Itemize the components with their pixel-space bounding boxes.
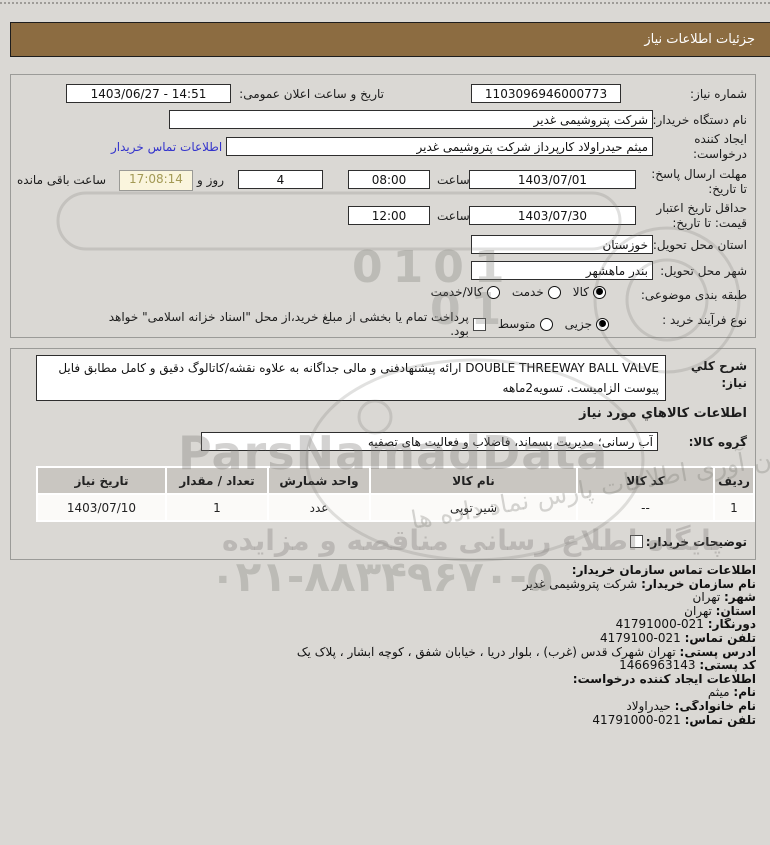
treasury-note: پرداخت تمام یا بخشی از مبلغ خرید،از محل … [108,310,469,338]
medium-radio-label: متوسط [497,317,536,331]
address-line: آدرس پستی: تهران شهرک قدس (غرب) ، بلوار … [296,645,756,659]
treasury-checkbox[interactable] [472,317,486,331]
process-options: جزیی متوسط پرداخت تمام یا بخشی از مبلغ خ… [89,310,609,338]
need-desc-label-line1: شرح کلي [690,359,747,373]
need-desc-label-line2: نیاز: [721,376,747,390]
postal-code-line: کد پستی: 1466963143 [619,659,756,673]
category-options: کالا خدمت کالا/خدمت [431,285,606,299]
service-radio-label: خدمت [511,285,544,299]
cell-quantity: 1 [167,495,267,520]
need-description-box[interactable]: DOUBLE THREEWAY BALL VALVE ارائه پیشنهاد… [36,355,666,401]
phone-line: تلفن تماس: 4179100-021 [600,631,756,645]
deadline-hour-word: ساعت [437,173,470,187]
deadline-label-line1: مهلت ارسال پاسخ: [651,167,747,181]
buyer-org-input[interactable] [169,110,653,129]
deadline-time-input[interactable] [348,170,430,189]
buyer-note-label: توضیحات خریدار: [645,535,747,549]
goods-section-heading: اطلاعات کالاهاي مورد نیاز [579,406,747,421]
top-dotted-divider [0,2,770,4]
need-summary-panel: شماره نیاز: تاریخ و ساعت اعلان عمومی: نا… [10,74,756,338]
creator-phone-line: تلفن تماس: 41791000-021 [592,713,756,727]
col-quantity: تعداد / مقدار [167,468,267,493]
deadline-date-input[interactable] [469,170,636,189]
validity-time-input[interactable] [348,206,430,225]
col-item-code: کد کالا [578,468,713,493]
col-need-date: تاریخ نیاز [38,468,165,493]
goods-radio-label: کالا [572,285,589,299]
category-option-goods: کالا [573,285,606,299]
goods-info-panel: شرح کلي نیاز: DOUBLE THREEWAY BALL VALVE… [10,348,756,560]
validity-date-input[interactable] [469,206,636,225]
goods-group-input[interactable] [201,432,658,451]
process-option-minor: جزیی [565,317,609,331]
validity-label-line2: قیمت: تا تاریخ: [672,216,747,230]
need-number-label: شماره نیاز: [690,87,747,101]
medium-radio[interactable] [539,317,553,331]
org-contact-title: اطلاعات تماس سازمان خریدار: [571,564,756,577]
goods-service-radio-label: کالا/خدمت [430,285,483,299]
validity-label-line1: حداقل تاریخ اعتبار [656,201,747,215]
province-line: استان: تهران [684,604,756,618]
cell-item-name: شیر توپی [371,495,576,520]
need-number-input[interactable] [471,84,621,103]
delivery-province-input[interactable] [471,235,653,254]
process-option-medium: متوسط [498,317,553,331]
days-word: روز و [197,173,224,187]
creator-contact-title: اطلاعات ایجاد کننده درخواست: [572,672,756,686]
category-label: طبقه بندی موضوعی: [640,288,747,302]
cell-item-code: -- [578,495,713,520]
buyer-org-label: نام دستگاه خریدار: [652,113,748,127]
goods-table: ردیف کد کالا نام کالا واحد شمارش تعداد /… [36,466,755,522]
category-option-goods-service: کالا/خدمت [431,285,500,299]
cell-need-date: 1403/07/10 [38,495,165,520]
countdown-timer: 17:08:14 [119,170,193,191]
cell-unit: عدد [269,495,369,520]
service-radio[interactable] [547,285,561,299]
announce-datetime-label: تاریخ و ساعت اعلان عمومی: [239,87,384,101]
delivery-city-label: شهر محل تحویل: [660,264,747,278]
col-unit: واحد شمارش [269,468,369,493]
minor-radio[interactable] [596,317,609,331]
process-label: نوع فرآیند خرید : [662,313,747,327]
org-name-line: نام سازمان خریدار: شرکت پتروشیمی غدیر [522,577,756,591]
days-remaining-input[interactable] [238,170,323,189]
delivery-province-label: استان محل تحویل: [652,238,747,252]
validity-hour-word: ساعت [437,209,470,223]
fax-line: دورنگار: 41791000-021 [615,618,756,632]
announce-datetime-input[interactable] [66,84,231,103]
deadline-label-line2: تا تاریخ: [708,182,747,196]
buyer-note-checkbox[interactable] [630,535,643,548]
goods-radio[interactable] [593,285,606,299]
delivery-city-input[interactable] [471,261,653,280]
last-name-line: نام خانوادگی: حیدراولاد [626,699,756,713]
page-title: جزئیات اطلاعات نیاز [10,22,770,57]
goods-table-header-row: ردیف کد کالا نام کالا واحد شمارش تعداد /… [38,468,753,493]
creator-label-line1: ایجاد کننده [694,132,747,146]
col-row-number: ردیف [715,468,753,493]
creator-input[interactable] [226,137,653,156]
minor-radio-label: جزیی [564,317,592,331]
category-option-service: خدمت [512,285,561,299]
treasury-option: پرداخت تمام یا بخشی از مبلغ خرید،از محل … [89,310,486,338]
col-item-name: نام کالا [371,468,576,493]
goods-service-radio[interactable] [486,285,500,299]
hours-remaining-word: ساعت باقی مانده [17,173,107,187]
contact-info-block: اطلاعات تماس سازمان خریدار: نام سازمان خ… [10,564,756,727]
city-line: شهر: تهران [692,591,756,605]
goods-group-label: گروه کالا: [688,435,747,449]
cell-row-number: 1 [715,495,753,520]
creator-label-line2: درخواست: [693,147,747,161]
first-name-line: نام: میثم [707,686,756,700]
goods-table-row: 1 -- شیر توپی عدد 1 1403/07/10 [38,495,753,520]
buyer-contact-link[interactable]: اطلاعات تماس خریدار [111,140,223,154]
